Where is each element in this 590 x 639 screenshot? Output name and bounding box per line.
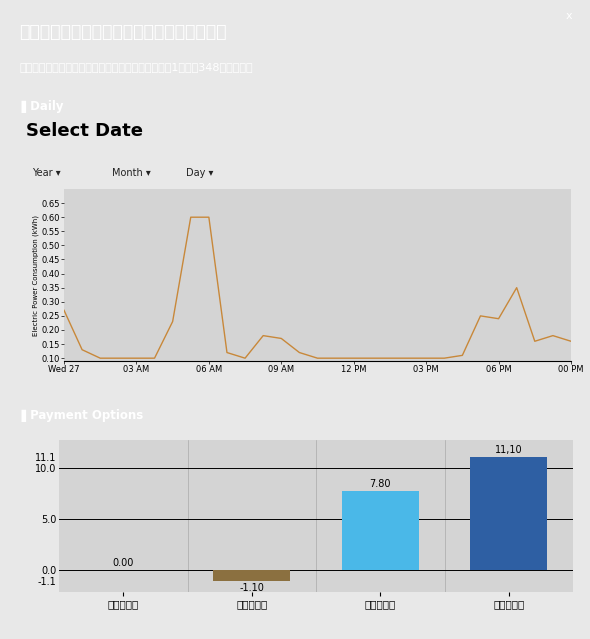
Text: あなたにオススメのプランは半日プランです: あなたにオススメのプランは半日プランです: [19, 23, 227, 41]
Text: 半日お得プランに変更して、同様の利用を続けると1ヶ月で348円お得です: 半日お得プランに変更して、同様の利用を続けると1ヶ月で348円お得です: [19, 62, 253, 72]
Text: Select Date: Select Date: [26, 123, 143, 141]
Text: Day ▾: Day ▾: [186, 167, 214, 178]
Bar: [470, 458, 548, 570]
Text: -1.10: -1.10: [240, 583, 264, 593]
Bar: [213, 570, 290, 581]
Text: ▐ Payment Options: ▐ Payment Options: [17, 409, 143, 422]
Text: 7.80: 7.80: [369, 479, 391, 489]
Text: ▐ Daily: ▐ Daily: [17, 100, 63, 112]
Text: 11,10: 11,10: [495, 445, 523, 455]
Y-axis label: Electric Power Consumption (kWh): Electric Power Consumption (kWh): [32, 215, 38, 335]
Text: 0.00: 0.00: [113, 558, 134, 567]
Text: Year ▾: Year ▾: [32, 167, 61, 178]
Text: x: x: [566, 11, 572, 21]
Bar: [342, 491, 419, 570]
Text: Month ▾: Month ▾: [112, 167, 150, 178]
